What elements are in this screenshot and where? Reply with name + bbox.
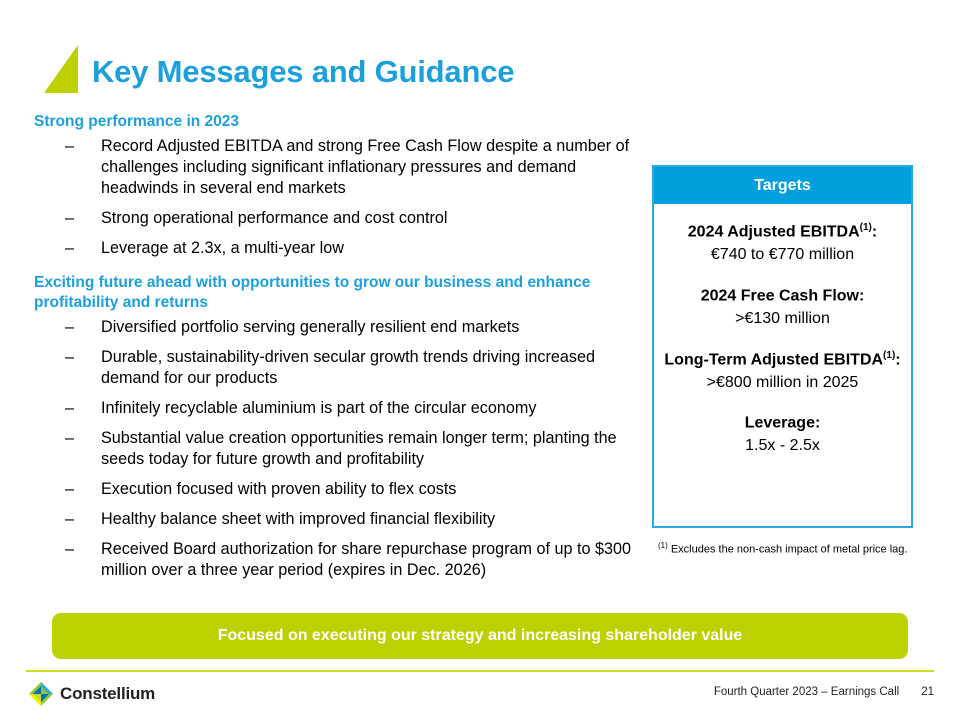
target-value: >€800 million in 2025 — [706, 373, 859, 391]
footnote-text: Excludes the non-cash impact of metal pr… — [667, 543, 908, 556]
list-item: – Strong operational performance and cos… — [34, 208, 640, 229]
target-value: >€130 million — [735, 309, 830, 327]
list-item-text: Substantial value creation opportunities… — [101, 429, 617, 469]
target-item: 2024 Free Cash Flow: >€130 million — [664, 286, 901, 330]
list-item: – Substantial value creation opportuniti… — [34, 428, 640, 470]
target-item: Long-Term Adjusted EBITDA(1): >€800 mill… — [664, 350, 901, 394]
bullet-dash-icon: – — [65, 317, 75, 336]
target-label-text: 2024 Free Cash Flow: — [700, 287, 865, 305]
targets-panel-body: 2024 Adjusted EBITDA(1): €740 to €770 mi… — [654, 204, 911, 457]
footer-meta: Fourth Quarter 2023 – Earnings Call 21 — [714, 686, 934, 698]
key-message-banner-text: Focused on executing our strategy and in… — [217, 627, 743, 644]
page-number: 21 — [921, 686, 934, 698]
list-item: – Infinitely recyclable aluminium is par… — [34, 398, 640, 419]
list-item-text: Received Board authorization for share r… — [101, 540, 632, 580]
targets-panel: Targets 2024 Adjusted EBITDA(1): €740 to… — [652, 165, 913, 528]
target-item: 2024 Adjusted EBITDA(1): €740 to €770 mi… — [664, 222, 901, 266]
section-heading-performance: Strong performance in 2023 — [34, 113, 240, 130]
target-value: €740 to €770 million — [710, 246, 855, 264]
list-item-text: Record Adjusted EBITDA and strong Free C… — [101, 136, 630, 197]
bullet-dash-icon: – — [65, 510, 75, 529]
target-label-text: Long-Term Adjusted EBITDA — [664, 350, 884, 368]
footnote-ref: (1) — [883, 349, 896, 361]
list-item: – Durable, sustainability-driven secular… — [34, 347, 640, 389]
target-value: 1.5x - 2.5x — [745, 437, 820, 455]
list-item-text: Strong operational performance and cost … — [101, 209, 448, 228]
bullet-dash-icon: – — [65, 209, 75, 228]
bullet-list-future: – Diversified portfolio serving generall… — [34, 317, 640, 582]
list-item: – Record Adjusted EBITDA and strong Free… — [34, 136, 640, 199]
target-item: Leverage: 1.5x - 2.5x — [664, 413, 901, 457]
bullet-dash-icon: – — [65, 136, 75, 155]
list-item-text: Diversified portfolio serving generally … — [101, 317, 520, 336]
list-item: – Leverage at 2.3x, a multi-year low — [34, 238, 640, 259]
footnote-ref: (1) — [859, 222, 872, 233]
footnote: (1) Excludes the non-cash impact of meta… — [658, 541, 913, 557]
key-message-banner: Focused on executing our strategy and in… — [52, 613, 908, 659]
target-label-text: Leverage: — [744, 414, 821, 432]
list-item-text: Infinitely recyclable aluminium is part … — [101, 398, 537, 417]
target-label: 2024 Free Cash Flow: — [664, 286, 901, 306]
bullet-dash-icon: – — [65, 540, 75, 559]
list-item-text: Healthy balance sheet with improved fina… — [101, 510, 496, 529]
bullet-list-performance: – Record Adjusted EBITDA and strong Free… — [34, 136, 640, 259]
list-item: – Execution focused with proven ability … — [34, 479, 640, 500]
target-label-suffix: : — [895, 350, 901, 368]
bullet-dash-icon: – — [65, 239, 75, 258]
constellium-logo-icon — [29, 682, 53, 706]
footnote-marker: (1) — [658, 541, 668, 550]
list-item: – Healthy balance sheet with improved fi… — [34, 509, 640, 530]
list-item: – Received Board authorization for share… — [34, 539, 640, 581]
bullet-dash-icon: – — [65, 347, 75, 366]
company-logo-text: Constellium — [60, 684, 156, 703]
content-body: Strong performance in 2023 – Record Adju… — [34, 112, 640, 590]
footer-deck-title: Fourth Quarter 2023 – Earnings Call — [713, 686, 900, 698]
target-label-text: 2024 Adjusted EBITDA — [687, 223, 860, 241]
footer-divider — [26, 670, 934, 672]
list-item-text: Durable, sustainability-driven secular g… — [101, 347, 595, 387]
bullet-dash-icon: – — [65, 429, 75, 448]
target-label: Long-Term Adjusted EBITDA(1): — [664, 350, 901, 370]
target-label: Leverage: — [664, 413, 901, 433]
list-item-text: Leverage at 2.3x, a multi-year low — [101, 239, 344, 258]
target-label-suffix: : — [871, 223, 878, 241]
list-item: – Diversified portfolio serving generall… — [34, 317, 640, 338]
bullet-dash-icon: – — [65, 480, 75, 499]
company-logo: Constellium — [28, 681, 155, 707]
page-title: Key Messages and Guidance — [92, 54, 515, 89]
target-label: 2024 Adjusted EBITDA(1): — [664, 222, 901, 242]
bullet-dash-icon: – — [65, 398, 75, 417]
title-accent-triangle — [44, 45, 78, 93]
targets-panel-header: Targets — [654, 167, 911, 204]
list-item-text: Execution focused with proven ability to… — [101, 480, 457, 499]
section-heading-future: Exciting future ahead with opportunities… — [34, 274, 591, 311]
